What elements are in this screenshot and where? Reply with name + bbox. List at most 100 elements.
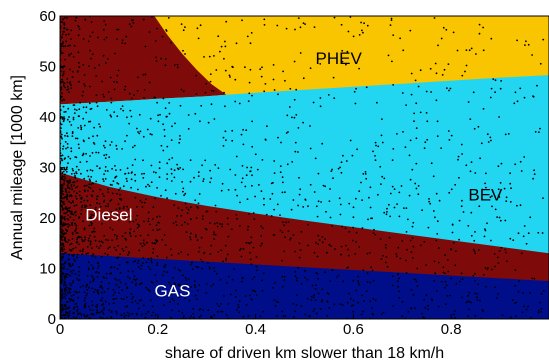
- scatter-point: [183, 287, 186, 289]
- scatter-point: [87, 286, 90, 289]
- scatter-point: [156, 229, 159, 232]
- scatter-point: [212, 90, 215, 92]
- scatter-point: [317, 243, 320, 245]
- scatter-point: [204, 227, 207, 230]
- scatter-point: [271, 287, 274, 289]
- scatter-point: [164, 64, 167, 67]
- scatter-point: [316, 272, 319, 275]
- scatter-point: [391, 159, 394, 162]
- scatter-point: [445, 284, 448, 287]
- scatter-point: [61, 266, 63, 269]
- scatter-point: [392, 34, 395, 36]
- scatter-point: [96, 303, 99, 306]
- scatter-point: [379, 165, 382, 168]
- scatter-point: [143, 201, 146, 204]
- scatter-point: [96, 276, 99, 278]
- scatter-point: [423, 240, 426, 243]
- scatter-point: [68, 291, 71, 294]
- scatter-point: [91, 231, 94, 234]
- scatter-point: [200, 314, 202, 317]
- scatter-point: [125, 35, 128, 38]
- scatter-point: [96, 262, 99, 265]
- scatter-point: [345, 244, 347, 247]
- scatter-point: [227, 235, 230, 238]
- scatter-point: [477, 125, 480, 128]
- scatter-point: [436, 120, 439, 123]
- scatter-point: [123, 312, 126, 315]
- scatter-point: [97, 36, 99, 39]
- scatter-point: [63, 203, 66, 206]
- scatter-point: [238, 249, 241, 252]
- scatter-point: [182, 187, 185, 190]
- scatter-point: [95, 75, 98, 77]
- scatter-point: [63, 266, 66, 268]
- scatter-point: [94, 305, 97, 308]
- scatter-point: [76, 185, 79, 188]
- scatter-point: [79, 250, 82, 252]
- scatter-point: [435, 239, 438, 242]
- scatter-point: [462, 211, 465, 213]
- scatter-point: [242, 315, 245, 318]
- scatter-point: [71, 233, 74, 236]
- scatter-point: [158, 167, 161, 170]
- scatter-point: [67, 45, 69, 47]
- scatter-point: [95, 180, 98, 183]
- scatter-point: [89, 281, 92, 284]
- scatter-point: [139, 199, 142, 202]
- scatter-point: [209, 181, 212, 184]
- scatter-point: [68, 91, 70, 93]
- scatter-point: [64, 293, 66, 295]
- scatter-point: [61, 42, 64, 45]
- scatter-point: [84, 238, 87, 241]
- scatter-point: [74, 260, 76, 262]
- scatter-point: [436, 135, 439, 138]
- scatter-point: [64, 218, 66, 221]
- scatter-point: [152, 206, 155, 209]
- scatter-point: [135, 218, 137, 221]
- scatter-point: [454, 183, 457, 186]
- scatter-point: [69, 82, 71, 85]
- scatter-point: [61, 137, 63, 140]
- scatter-point: [63, 168, 66, 171]
- scatter-point: [319, 105, 322, 108]
- scatter-point: [179, 293, 182, 296]
- scatter-point: [151, 133, 153, 136]
- scatter-point: [234, 174, 237, 176]
- scatter-point: [112, 288, 115, 291]
- scatter-point: [156, 264, 159, 267]
- scatter-point: [133, 144, 136, 147]
- scatter-point: [177, 268, 180, 271]
- scatter-point: [78, 291, 81, 293]
- scatter-point: [102, 54, 105, 57]
- scatter-point: [427, 226, 430, 229]
- scatter-point: [166, 271, 169, 273]
- scatter-point: [244, 185, 247, 188]
- scatter-point: [299, 52, 302, 54]
- scatter-point: [124, 305, 127, 308]
- scatter-point: [84, 303, 87, 305]
- scatter-point: [169, 301, 172, 303]
- scatter-point: [152, 251, 154, 254]
- scatter-point: [71, 135, 74, 138]
- scatter-point: [490, 37, 493, 40]
- scatter-point: [229, 168, 232, 171]
- scatter-point: [263, 90, 266, 93]
- scatter-point: [284, 315, 287, 317]
- scatter-point: [162, 97, 165, 100]
- scatter-point: [66, 81, 69, 84]
- scatter-point: [103, 154, 106, 157]
- scatter-point: [511, 299, 514, 301]
- scatter-point: [222, 136, 225, 139]
- scatter-point: [269, 198, 272, 200]
- scatter-point: [149, 117, 152, 120]
- scatter-point: [309, 183, 312, 186]
- scatter-point: [64, 110, 67, 113]
- scatter-point: [317, 278, 319, 280]
- scatter-point: [454, 316, 456, 319]
- scatter-point: [176, 163, 179, 166]
- scatter-point: [68, 310, 71, 313]
- scatter-point: [470, 234, 473, 237]
- y-tick-label: 20: [39, 210, 56, 227]
- scatter-point: [250, 32, 253, 34]
- scatter-point: [213, 222, 216, 225]
